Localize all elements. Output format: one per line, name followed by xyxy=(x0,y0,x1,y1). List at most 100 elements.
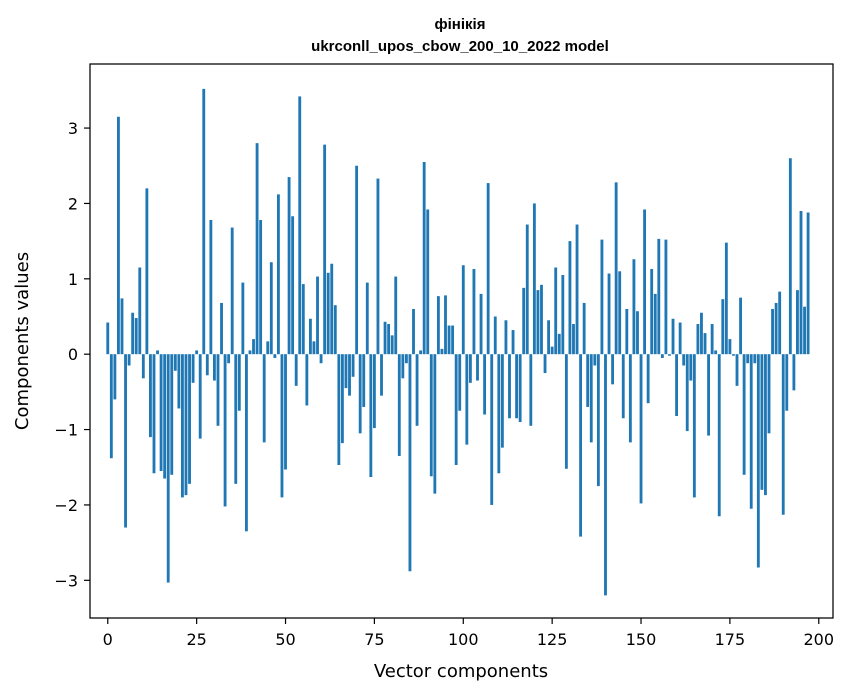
bar-component-57 xyxy=(308,318,312,355)
bar-component-28 xyxy=(205,354,209,376)
bar-component-145 xyxy=(621,354,625,419)
bar-component-184 xyxy=(760,354,764,490)
bar-component-169 xyxy=(707,354,710,436)
bar-component-2 xyxy=(113,354,117,400)
bar-component-81 xyxy=(394,276,398,355)
bar-component-155 xyxy=(657,238,661,355)
bar-component-92 xyxy=(433,354,437,494)
bar-component-50 xyxy=(284,354,287,470)
bar-component-173 xyxy=(721,299,725,355)
bar-component-171 xyxy=(714,350,718,355)
bar-component-100 xyxy=(461,265,465,355)
y-axis-ticks: −3 −2 −1 0 1 2 3 xyxy=(54,119,90,590)
bar-component-117 xyxy=(522,287,526,355)
bar-component-52 xyxy=(291,216,295,355)
bar-component-61 xyxy=(323,144,327,355)
bar-component-35 xyxy=(230,227,234,355)
bar-component-51 xyxy=(287,177,291,355)
bar-component-185 xyxy=(764,354,767,496)
bar-component-128 xyxy=(561,275,565,355)
bar-component-55 xyxy=(301,284,305,355)
bar-component-78 xyxy=(383,321,387,355)
y-tick-label: −2 xyxy=(54,496,78,515)
bar-component-73 xyxy=(365,282,369,355)
bar-component-67 xyxy=(344,354,348,389)
bar-component-193 xyxy=(792,354,796,391)
bar-component-166 xyxy=(696,324,700,355)
bar-component-40 xyxy=(248,350,252,355)
bar-component-112 xyxy=(504,320,508,355)
bar-component-127 xyxy=(557,333,561,355)
bar-component-14 xyxy=(156,350,159,355)
bar-component-99 xyxy=(458,354,462,411)
bar-component-110 xyxy=(497,354,501,474)
bar-component-89 xyxy=(422,161,426,355)
bar-component-168 xyxy=(703,333,707,355)
x-tick-label: 175 xyxy=(715,630,746,649)
bar-component-7 xyxy=(131,312,135,355)
bar-component-76 xyxy=(376,178,380,355)
bar-component-20 xyxy=(177,354,181,409)
bar-component-9 xyxy=(138,267,142,355)
bar-component-176 xyxy=(732,354,735,356)
bar-component-140 xyxy=(604,354,607,596)
bar-component-88 xyxy=(419,350,423,355)
bar-component-137 xyxy=(593,354,597,366)
bar-component-142 xyxy=(611,354,615,385)
bar-component-64 xyxy=(333,305,337,355)
bar-component-122 xyxy=(540,284,543,355)
bar-component-82 xyxy=(397,354,401,456)
bar-component-94 xyxy=(440,348,444,355)
chart-title-line-2: ukrconll_upos_cbow_200_10_2022 model xyxy=(311,38,609,55)
bar-component-124 xyxy=(547,320,551,355)
bar-component-6 xyxy=(127,354,131,366)
bar-component-178 xyxy=(739,297,742,355)
bar-component-189 xyxy=(778,291,782,355)
bar-component-105 xyxy=(479,293,483,355)
bar-component-167 xyxy=(700,312,703,355)
bar-component-68 xyxy=(348,354,351,396)
bar-component-49 xyxy=(280,354,284,498)
bar-component-96 xyxy=(447,325,451,355)
bar-component-47 xyxy=(273,354,277,358)
bar-component-153 xyxy=(650,269,654,355)
bar-component-3 xyxy=(117,116,120,355)
bar-component-26 xyxy=(198,354,202,439)
bar-component-58 xyxy=(312,341,316,355)
bar-component-147 xyxy=(628,354,632,443)
bar-component-188 xyxy=(774,302,778,355)
bar-component-27 xyxy=(202,88,206,355)
bar-component-194 xyxy=(796,290,799,355)
x-tick-label: 150 xyxy=(626,630,657,649)
y-axis-label: Components values xyxy=(12,252,33,430)
bar-component-95 xyxy=(444,295,447,355)
bar-component-39 xyxy=(245,354,248,532)
bar-component-119 xyxy=(529,354,533,426)
y-tick-label: −3 xyxy=(54,571,78,590)
bar-component-154 xyxy=(653,293,657,355)
bar-component-37 xyxy=(237,354,241,411)
bar-component-123 xyxy=(543,354,547,374)
bar-component-187 xyxy=(771,308,774,355)
y-tick-label: −1 xyxy=(54,421,78,440)
bar-component-22 xyxy=(184,354,188,496)
bar-component-103 xyxy=(472,269,476,355)
bar-component-24 xyxy=(191,354,195,383)
chart-title-line-1: фінікія xyxy=(435,16,486,33)
bar-component-5 xyxy=(124,354,127,528)
bar-component-54 xyxy=(298,96,302,355)
bar-component-53 xyxy=(294,354,298,386)
bar-component-139 xyxy=(600,239,604,355)
bar-component-126 xyxy=(554,267,558,355)
bar-component-8 xyxy=(134,318,138,355)
bar-component-162 xyxy=(682,354,686,366)
bar-component-42 xyxy=(255,143,259,355)
bar-component-197 xyxy=(806,212,810,355)
bar-component-149 xyxy=(636,311,639,355)
bar-component-74 xyxy=(369,354,373,478)
bar-component-118 xyxy=(525,224,529,355)
bar-component-144 xyxy=(618,271,622,355)
bar-component-23 xyxy=(188,354,191,484)
y-tick-label: 1 xyxy=(68,270,78,289)
bar-component-106 xyxy=(483,354,487,415)
